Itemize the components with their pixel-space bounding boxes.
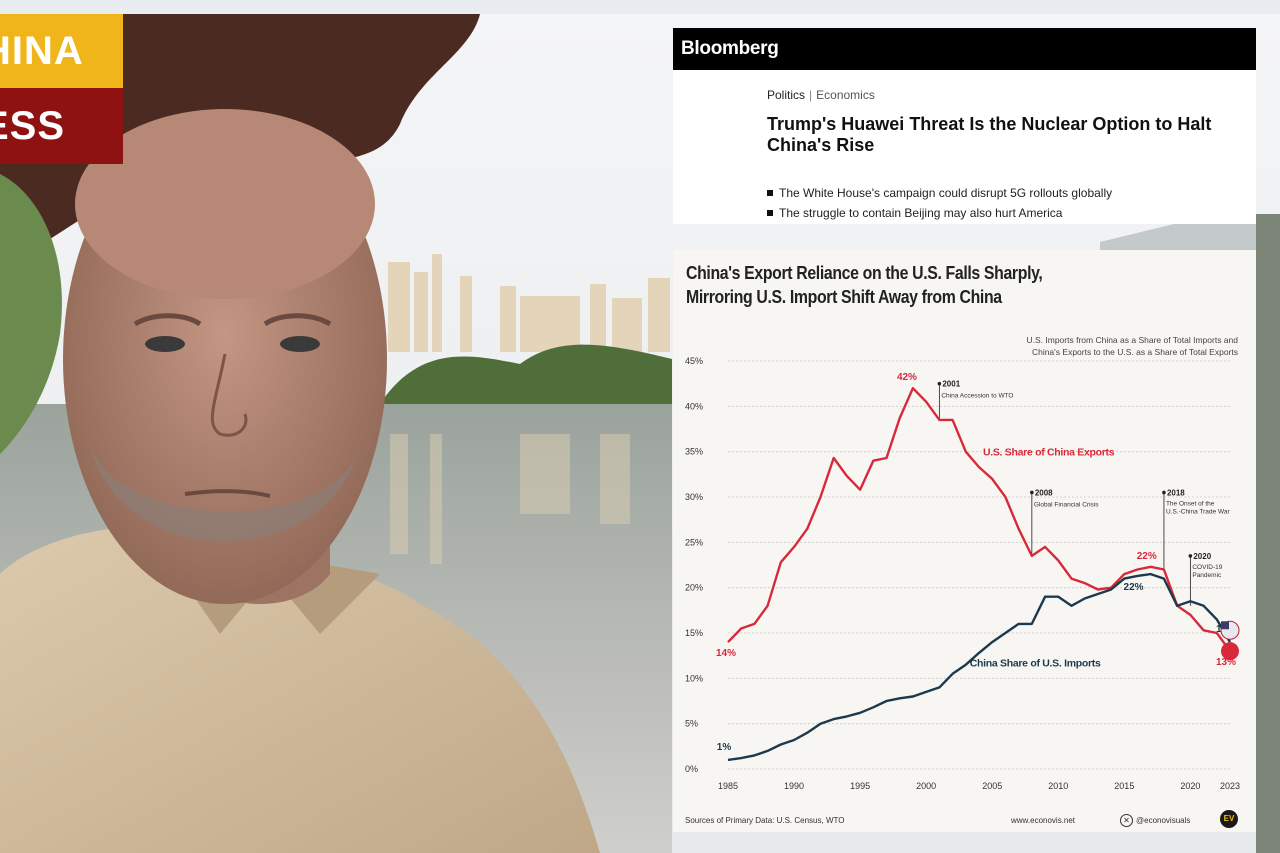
y-tick-label: 15%	[685, 628, 703, 638]
y-tick-label: 40%	[685, 401, 703, 411]
video-thumbnail: HINA ESS Bloomberg Politics|Economics Tr…	[0, 14, 1280, 853]
annotation-year: 2008	[1035, 488, 1053, 497]
x-tick-label: 1995	[850, 781, 870, 791]
bullet-square-icon	[767, 209, 773, 216]
skyline	[388, 254, 670, 352]
annotation-dot	[1162, 490, 1166, 495]
banner-top-text: HINA	[0, 28, 84, 73]
annotation-text: COVID-19	[1192, 564, 1222, 571]
bullet-text: The White House's campaign could disrupt…	[779, 186, 1113, 200]
line-chart: 0% 5% 10% 15% 20% 25% 30% 35% 40% 45% 1985 1990 1995…	[685, 356, 1240, 791]
y-tick-label: 35%	[685, 447, 703, 457]
series-line-us-share-of-china-exports	[727, 387, 1231, 652]
data-label: 14%	[716, 648, 736, 659]
y-tick-label: 45%	[685, 356, 703, 366]
annotation-dot	[1030, 490, 1034, 495]
annotation-text: China Accession to WTO	[941, 393, 1013, 400]
chart-title-line-2: Mirroring U.S. Import Shift Away from Ch…	[686, 287, 1002, 307]
category-separator: |	[809, 88, 813, 102]
x-tick-label: 2023	[1220, 781, 1240, 791]
y-tick-label: 0%	[685, 764, 698, 774]
x-tick-label: 2020	[1180, 781, 1200, 791]
article-bullet: The White House's campaign could disrupt…	[767, 186, 1112, 200]
category-politics: Politics	[767, 88, 806, 102]
y-tick-label: 5%	[685, 719, 698, 729]
data-label: 1%	[717, 742, 732, 753]
category-economics: Economics	[816, 88, 875, 102]
bloomberg-brand: Bloomberg	[673, 28, 1256, 70]
annotation-text: Global Financial Crisis	[1034, 501, 1099, 508]
bloomberg-article-card: Bloomberg Politics | Economics Trump's Hua…	[673, 28, 1256, 224]
econovis-logo-icon: EV	[1220, 810, 1238, 828]
data-label: 13%	[1216, 657, 1236, 668]
chart-subtitle-line-1: U.S. Imports from China as a Share of To…	[1026, 335, 1239, 345]
x-tick-label: 2005	[982, 781, 1002, 791]
annotation-text: Pandemic	[1192, 572, 1222, 579]
x-tick-label: 2010	[1048, 781, 1068, 791]
y-tick-label: 20%	[685, 583, 703, 593]
annotation-year: 2018	[1167, 488, 1185, 497]
bullet-square-icon	[767, 189, 773, 196]
chart-website: www.econovis.net	[1011, 816, 1076, 825]
series-line-china-share-of-us-imports	[727, 572, 1232, 762]
china-flag-icon	[1221, 642, 1239, 661]
chart-title-line-1: China's Export Reliance on the U.S. Fall…	[686, 263, 1043, 283]
article-categories: Politics | Economics	[767, 88, 875, 102]
channel-banner-bottom: ESS	[0, 88, 123, 164]
chart-social-handle: ✕ @econovisuals	[1120, 814, 1190, 827]
chart-sources: Sources of Primary Data: U.S. Census, WT…	[685, 816, 845, 825]
annotation-text: The Onset of the	[1166, 500, 1215, 507]
bullet-text: The struggle to contain Beijing may also…	[779, 206, 1063, 220]
y-tick-label: 30%	[685, 492, 703, 502]
banner-bottom-text: ESS	[0, 103, 66, 148]
article-bullet: The struggle to contain Beijing may also…	[767, 206, 1062, 220]
x-logo-icon: ✕	[1120, 814, 1133, 827]
series-label: China Share of U.S. Imports	[970, 658, 1101, 670]
data-label: 42%	[897, 372, 917, 383]
chart-card: China's Export Reliance on the U.S. Fall…	[673, 250, 1256, 832]
data-label: 22%	[1137, 551, 1157, 562]
annotation-year: 2001	[942, 380, 960, 389]
man-portrait	[0, 109, 600, 853]
y-tick-label: 25%	[685, 537, 703, 547]
y-tick-label: 10%	[685, 673, 703, 683]
annotation-dot	[1188, 554, 1193, 558]
x-tick-label: 1990	[784, 781, 804, 791]
annotation-dot	[937, 381, 942, 386]
data-label: 22%	[1124, 582, 1144, 593]
annotation-year: 2020	[1193, 552, 1211, 561]
channel-banner-top: HINA	[0, 14, 123, 88]
chart-subtitle-line-2: China's Exports to the U.S. as a Share o…	[1031, 347, 1238, 357]
annotation-text: U.S.-China Trade War	[1166, 508, 1231, 515]
x-tick-label: 1985	[718, 781, 738, 791]
x-tick-label: 2015	[1114, 781, 1134, 791]
us-flag-canton	[1221, 621, 1229, 630]
series-label: U.S. Share of China Exports	[983, 446, 1115, 458]
handle-text: @econovisuals	[1136, 816, 1191, 825]
x-tick-label: 2000	[916, 781, 936, 791]
article-headline: Trump's Huawei Threat Is the Nuclear Opt…	[767, 114, 1212, 155]
